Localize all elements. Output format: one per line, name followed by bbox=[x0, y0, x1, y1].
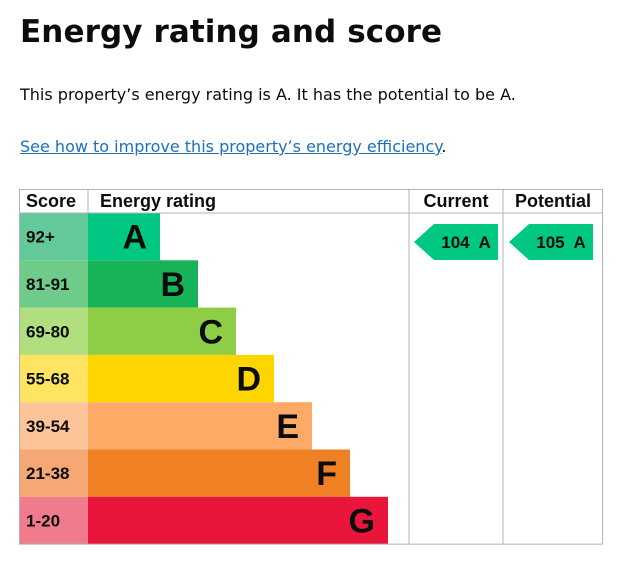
rating-summary: This property’s energy rating is A. It h… bbox=[20, 85, 516, 104]
rating-letter: E bbox=[276, 408, 299, 446]
improve-line: See how to improve this property’s energ… bbox=[20, 137, 447, 156]
score-range-label: 92+ bbox=[26, 228, 55, 247]
score-range-label: 69-80 bbox=[26, 322, 69, 341]
score-cell bbox=[19, 402, 88, 450]
score-cell bbox=[19, 260, 88, 308]
score-cell bbox=[19, 307, 88, 355]
score-header: Score bbox=[26, 191, 76, 211]
improve-link-suffix: . bbox=[441, 137, 447, 156]
energy-rating-header: Energy rating bbox=[100, 191, 216, 211]
score-range-label: 21-38 bbox=[26, 464, 69, 483]
rating-letter: A bbox=[122, 219, 147, 257]
score-range-label: 39-54 bbox=[26, 417, 70, 436]
score-cell bbox=[19, 449, 88, 497]
rating-bar-d bbox=[88, 354, 274, 403]
rating-letter: G bbox=[349, 502, 375, 540]
rating-letter: C bbox=[198, 313, 223, 351]
score-range-label: 55-68 bbox=[26, 370, 69, 389]
score-cell bbox=[19, 496, 88, 545]
page-title: Energy rating and score bbox=[20, 14, 443, 50]
current-rating-arrow bbox=[414, 224, 498, 260]
rating-letter: B bbox=[160, 266, 185, 304]
potential-header: Potential bbox=[515, 191, 591, 211]
score-cell bbox=[19, 354, 88, 403]
rating-letter: F bbox=[316, 455, 337, 493]
rating-bar-e bbox=[88, 402, 312, 450]
score-range-label: 1-20 bbox=[26, 511, 60, 530]
rating-bar-a bbox=[88, 213, 160, 261]
potential-rating-arrow bbox=[509, 224, 593, 260]
score-range-label: 81-91 bbox=[26, 275, 69, 294]
rating-bar-f bbox=[88, 449, 350, 497]
current-rating-label: 104 A bbox=[441, 233, 490, 252]
improve-efficiency-link[interactable]: See how to improve this property’s energ… bbox=[20, 137, 442, 156]
current-header: Current bbox=[423, 191, 488, 211]
rating-bar-g bbox=[88, 496, 388, 545]
rating-bar-c bbox=[88, 307, 236, 355]
potential-rating-label: 105 A bbox=[536, 233, 585, 252]
rating-bar-b bbox=[88, 260, 198, 308]
rating-letter: D bbox=[236, 361, 261, 399]
score-cell bbox=[19, 213, 88, 261]
